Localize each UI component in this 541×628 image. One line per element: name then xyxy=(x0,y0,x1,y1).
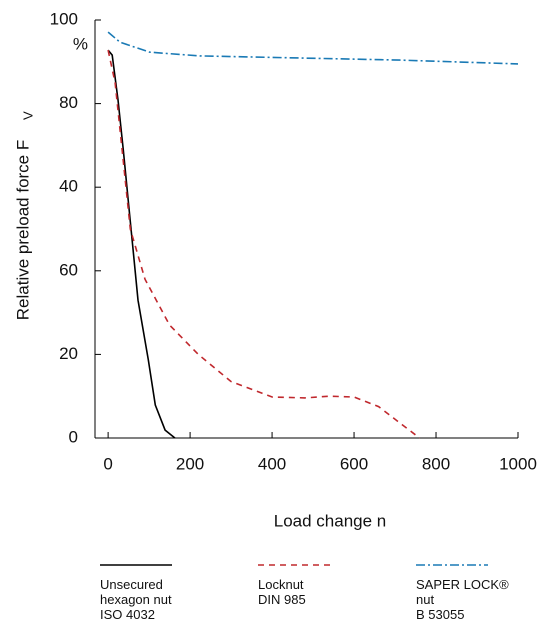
y-tick-label: 0 xyxy=(69,427,78,446)
y-axis-label: Relative preload force F xyxy=(13,140,32,320)
x-tick-label: 400 xyxy=(258,454,286,473)
x-axis-label: Load change n xyxy=(274,511,387,530)
x-tick-label: 0 xyxy=(103,454,112,473)
y-tick-label: 40 xyxy=(59,177,78,196)
x-tick-label: 1000 xyxy=(499,454,537,473)
y-axis-label-group: Relative preload force F V xyxy=(13,111,35,320)
y-tick-label: 20 xyxy=(59,344,78,363)
series-line xyxy=(107,31,519,65)
series-line xyxy=(107,49,421,439)
legend-label: SAPER LOCK® nut B 53055 xyxy=(416,577,509,622)
x-tick-label: 200 xyxy=(176,454,204,473)
legend-label: Locknut DIN 985 xyxy=(258,577,306,607)
y-tick-label: 60 xyxy=(59,260,78,279)
y-tick-label: 100 xyxy=(50,9,78,28)
y-tick-label: 80 xyxy=(59,93,78,112)
y-unit: % xyxy=(73,34,88,53)
x-tick-label: 600 xyxy=(340,454,368,473)
y-axis-label-subscript: V xyxy=(20,111,35,120)
x-tick-label: 800 xyxy=(422,454,450,473)
legend-label: Unsecured hexagon nut ISO 4032 xyxy=(100,577,172,622)
